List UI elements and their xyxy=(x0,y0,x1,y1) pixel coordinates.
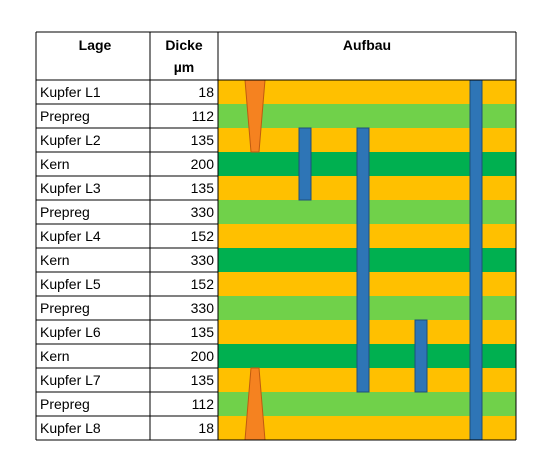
layer-thickness: 152 xyxy=(191,276,215,292)
layer-thickness: 18 xyxy=(198,420,214,436)
layer-thickness: 152 xyxy=(191,228,215,244)
layer-thickness: 330 xyxy=(191,300,215,316)
layer-name: Prepreg xyxy=(40,300,90,316)
layer-name: Prepreg xyxy=(40,108,90,124)
layer-name: Kupfer L5 xyxy=(40,276,101,292)
layer-thickness: 200 xyxy=(191,156,215,172)
layer-thickness: 330 xyxy=(191,252,215,268)
header-buildup: Aufbau xyxy=(343,37,391,53)
layer-name: Kern xyxy=(40,252,70,268)
layer-thickness: 135 xyxy=(191,132,215,148)
layer-name: Prepreg xyxy=(40,204,90,220)
layer-name: Kupfer L1 xyxy=(40,84,101,100)
header-layer: Lage xyxy=(79,37,112,53)
layer-name: Kern xyxy=(40,156,70,172)
layer-thickness: 18 xyxy=(198,84,214,100)
through-via xyxy=(469,79,483,441)
layer-name: Kern xyxy=(40,348,70,364)
layer-name: Prepreg xyxy=(40,396,90,412)
layer-thickness: 135 xyxy=(191,372,215,388)
layer-name: Kupfer L7 xyxy=(40,372,101,388)
table-rows: Kupfer L1 18 Prepreg 112 Kupfer L2 135 Kern 200… xyxy=(40,84,214,436)
layer-thickness: 135 xyxy=(191,324,215,340)
layer-name: Kupfer L3 xyxy=(40,180,101,196)
layer-band-prepreg xyxy=(218,392,516,416)
layer-name: Kupfer L2 xyxy=(40,132,101,148)
layer-band-copper xyxy=(218,416,516,440)
layer-band-prepreg xyxy=(218,104,516,128)
table-grid xyxy=(35,31,517,441)
layer-name: Kupfer L4 xyxy=(40,228,101,244)
layer-band-copper xyxy=(218,80,516,104)
vias xyxy=(244,79,483,441)
buried-via xyxy=(298,127,312,201)
header-thickness: Dicke xyxy=(165,37,203,53)
layer-thickness: 330 xyxy=(191,204,215,220)
layer-thickness: 200 xyxy=(191,348,215,364)
header-thickness-unit: µm xyxy=(174,59,195,75)
layer-thickness: 112 xyxy=(192,396,215,412)
layer-thickness: 112 xyxy=(192,108,215,124)
layer-name: Kupfer L6 xyxy=(40,324,101,340)
layer-name: Kupfer L8 xyxy=(40,420,101,436)
layer-thickness: 135 xyxy=(191,180,215,196)
buried-via xyxy=(356,127,370,393)
buried-via xyxy=(414,319,428,393)
